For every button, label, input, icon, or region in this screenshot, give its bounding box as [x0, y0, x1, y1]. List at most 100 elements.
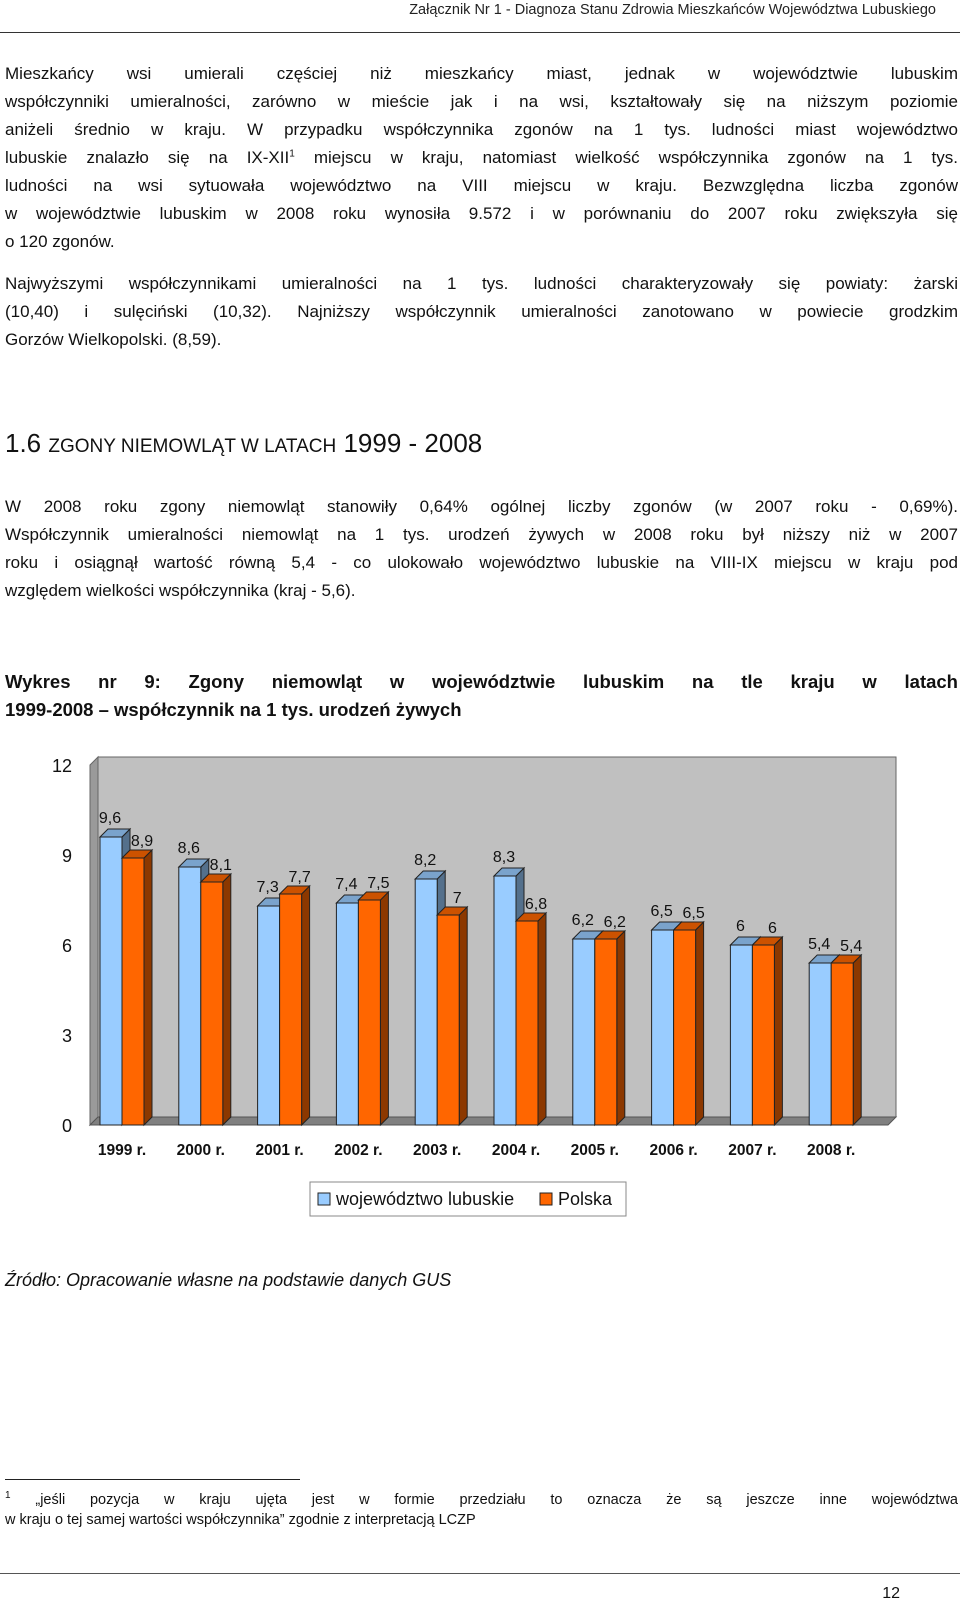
y-tick-label: 0	[62, 1116, 72, 1136]
bar-polska	[357, 899, 381, 1126]
bar-polska-side	[695, 920, 705, 1127]
footnote-ref: 1	[289, 148, 295, 160]
bar-polska-side	[852, 953, 862, 1127]
x-tick-label: 2008 r.	[807, 1142, 855, 1159]
bar-polska	[751, 944, 775, 1126]
text-line: (10,40) i sulęciński (10,32). Najniższy …	[5, 302, 958, 321]
x-tick-label: 2006 r.	[649, 1142, 697, 1159]
data-label-polska: 7	[453, 890, 462, 907]
data-label-lubuskie: 8,2	[414, 852, 436, 869]
bar-lubuskie	[729, 944, 753, 1126]
data-label-lubuskie: 6,5	[650, 903, 672, 920]
y-tick-label: 9	[62, 846, 72, 866]
bar-polska-side	[379, 890, 389, 1127]
bar-lubuskie	[808, 962, 832, 1126]
legend-swatch-lubuskie	[317, 1192, 331, 1206]
x-tick-label: 2004 r.	[492, 1142, 540, 1159]
paragraph-infant-deaths: W 2008 roku zgony niemowląt stanowiły 0,…	[5, 493, 958, 605]
data-label-polska: 6	[768, 920, 777, 937]
x-tick-label: 2001 r.	[255, 1142, 303, 1159]
footnote-line: w kraju o tej samej wartości współczynni…	[5, 1512, 476, 1528]
footnote: 1 „jeśli pozycja w kraju ujęta jest w fo…	[5, 1490, 958, 1530]
text-line: współczynniki umieralności, zarówno w mi…	[5, 92, 958, 111]
bar-polska-side	[616, 929, 626, 1127]
bar-polska	[594, 938, 618, 1126]
document-header: Załącznik Nr 1 - Diagnoza Stanu Zdrowia …	[409, 2, 936, 18]
legend-box	[309, 1181, 627, 1217]
plot-side-wall	[89, 755, 99, 1127]
data-label-polska: 5,4	[840, 938, 862, 955]
bar-lubuskie	[257, 905, 281, 1126]
bar-lubuskie	[99, 836, 123, 1126]
legend-label-polska: Polska	[558, 1189, 613, 1209]
caption-line: 1999-2008 – współczynnik na 1 tys. urodz…	[5, 699, 462, 720]
text-line: ludności na wsi sytuowała województwo na…	[5, 176, 958, 195]
data-label-lubuskie: 7,4	[335, 876, 357, 893]
x-tick-label: 2007 r.	[728, 1142, 776, 1159]
data-label-polska: 7,7	[288, 869, 310, 886]
y-tick-label: 6	[62, 936, 72, 956]
bar-lubuskie	[414, 878, 438, 1126]
x-tick-label: 2003 r.	[413, 1142, 461, 1159]
text-line: W 2008 roku zgony niemowląt stanowiły 0,…	[5, 497, 958, 516]
bar-polska	[515, 920, 539, 1126]
paragraph-mortality: Mieszkańcy wsi umierali częściej niż mie…	[5, 60, 958, 256]
paragraph-counties: Najwyższymi współczynnikami umieralności…	[5, 270, 958, 354]
bar-polska	[436, 914, 460, 1126]
bar-lubuskie	[335, 902, 359, 1126]
data-label-lubuskie: 5,4	[808, 936, 830, 953]
data-label-polska: 6,5	[682, 905, 704, 922]
section-number: 1.6	[5, 428, 42, 458]
x-tick-label: 2000 r.	[177, 1142, 225, 1159]
bar-polska-side	[773, 935, 783, 1127]
text-line: Gorzów Wielkopolski. (8,59).	[5, 330, 222, 349]
data-label-lubuskie: 6,2	[572, 912, 594, 929]
footnote-marker: 1	[5, 1490, 11, 1502]
footnote-rule	[5, 1479, 300, 1480]
header-rule	[0, 32, 960, 33]
bar-lubuskie	[178, 866, 202, 1126]
bar-polska	[673, 929, 697, 1126]
footnote-text: „jeśli pozycja w kraju ujęta jest w form…	[35, 1492, 958, 1508]
y-tick-label: 12	[52, 756, 72, 776]
source-note: Źródło: Opracowanie własne na podstawie …	[5, 1270, 452, 1290]
bar-lubuskie	[651, 929, 675, 1126]
x-tick-label: 2005 r.	[571, 1142, 619, 1159]
bar-polska	[121, 857, 145, 1126]
infant-mortality-chart: 0 3 6 9 12 9,6 8,9 1999 r. 8,6 8,1 2000 r. 7,3 7,7 20…	[52, 755, 898, 1217]
caption-line: Wykres nr 9: Zgony niemowląt w województ…	[5, 671, 958, 692]
section-title: ZGONY NIEMOWLĄT W LATACH	[48, 436, 337, 457]
bar-polska-side	[143, 848, 153, 1127]
section-heading: 1.6 ZGONY NIEMOWLĄT W LATACH 1999 - 2008	[5, 428, 482, 459]
text-line: o 120 zgonów.	[5, 232, 115, 251]
text-line-with-footnote: lubuskie znalazło się na IX-XII1 miejscu…	[5, 144, 958, 172]
legend-swatch-polska	[539, 1192, 553, 1206]
data-label-lubuskie: 7,3	[256, 879, 278, 896]
text-line: Mieszkańcy wsi umierali częściej niż mie…	[5, 64, 958, 83]
text-line: względem wielkości współczynnika (kraj -…	[5, 581, 356, 600]
bar-polska-side	[301, 884, 311, 1127]
legend-label-lubuskie: województwo lubuskie	[335, 1189, 514, 1209]
text-line: Najwyższymi współczynnikami umieralności…	[5, 274, 958, 293]
x-tick-label: 1999 r.	[98, 1142, 146, 1159]
page-number: 12	[882, 1585, 900, 1602]
data-label-polska: 8,9	[131, 833, 153, 850]
bar-polska	[200, 881, 224, 1126]
text-line: roku i osiągnął wartość równą 5,4 - co u…	[5, 553, 958, 572]
bar-polska-side	[222, 872, 232, 1127]
bar-polska	[830, 962, 854, 1126]
chart-caption: Wykres nr 9: Zgony niemowląt w województ…	[5, 668, 958, 724]
bar-polska	[279, 893, 303, 1126]
data-label-polska: 6,2	[604, 914, 626, 931]
data-label-lubuskie: 9,6	[99, 810, 121, 827]
section-years: 1999 - 2008	[343, 428, 483, 458]
bar-lubuskie	[493, 875, 517, 1126]
data-label-polska: 7,5	[367, 875, 389, 892]
bar-polska-side	[458, 905, 468, 1127]
page-bottom-rule	[0, 1573, 960, 1574]
x-tick-label: 2002 r.	[334, 1142, 382, 1159]
data-label-lubuskie: 6	[736, 918, 745, 935]
text-fragment: lubuskie znalazło się na IX-XII	[5, 148, 290, 167]
data-label-lubuskie: 8,3	[493, 849, 515, 866]
text-line: aniżeli średnio w kraju. W przypadku wsp…	[5, 120, 958, 139]
